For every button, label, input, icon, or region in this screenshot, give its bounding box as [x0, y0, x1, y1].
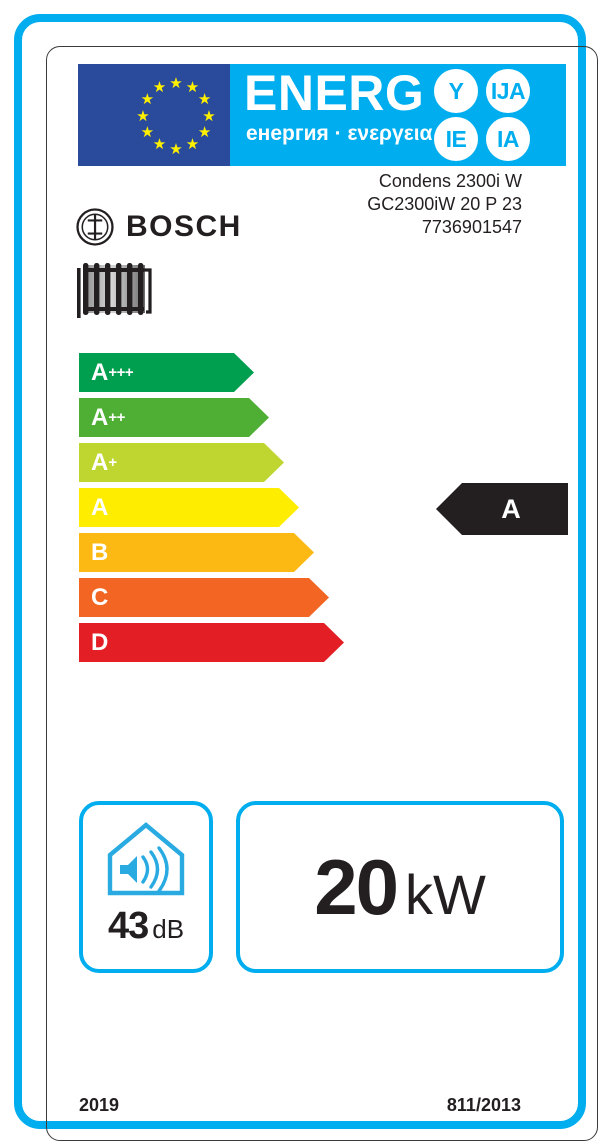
sound-power-unit: dB	[152, 914, 185, 944]
product-identification: Condens 2300i W GC2300iW 20 P 23 7736901…	[367, 170, 522, 239]
energy-class-row: A +	[79, 443, 369, 482]
eu-flag-star: ★	[185, 136, 200, 154]
eu-flag-star: ★	[136, 107, 150, 125]
heat-output-unit: kW	[404, 863, 486, 926]
eu-flag-star: ★	[152, 136, 167, 154]
eu-flag-star: ★	[185, 78, 200, 96]
brand-name: BOSCH	[126, 210, 242, 243]
energy-class-row: A +++	[79, 353, 369, 392]
rated-class-letter: A	[501, 493, 521, 524]
energy-class-label: A +	[91, 448, 117, 476]
energy-class-arrow	[79, 488, 299, 527]
language-circle-y: Y	[434, 69, 478, 113]
energy-class-row: A	[79, 488, 369, 527]
sound-power-value-group: 43 dB	[83, 905, 209, 948]
energ-wordmark: ENERG	[244, 65, 425, 121]
language-circle-ia: IA	[486, 117, 530, 161]
energy-class-arrow	[79, 353, 254, 392]
eu-flag-star: ★	[169, 74, 183, 92]
european-union-flag-icon: ★ ★ ★ ★ ★ ★ ★ ★ ★ ★ ★ ★	[78, 64, 230, 166]
eu-flag-star: ★	[140, 124, 155, 141]
bosch-armature-icon	[76, 208, 114, 246]
heat-output-number: 20	[314, 843, 399, 931]
sound-power-number: 43	[107, 905, 149, 947]
product-article-number: 7736901547	[421, 217, 522, 237]
eu-flag-star: ★	[202, 107, 216, 125]
energ-subtitle: енергия · ενεργεια	[246, 122, 433, 145]
regulation-reference: 811/2013	[446, 1095, 521, 1115]
language-code-circles: Y IJA IE IA	[430, 69, 558, 161]
heat-output-value-group: 20 kW	[314, 848, 486, 926]
energy-class-arrow	[79, 443, 284, 482]
eu-flag-star: ★	[169, 140, 183, 158]
language-circle-ija: IJA	[486, 69, 530, 113]
energy-class-row: A ++	[79, 398, 369, 437]
rated-energy-class-marker: A	[436, 483, 568, 535]
eu-flag-star: ★	[152, 78, 167, 96]
eu-flag-star: ★	[197, 91, 212, 108]
label-header: ★ ★ ★ ★ ★ ★ ★ ★ ★ ★ ★ ★ ENERG енергия · ενεργεια Y …	[78, 64, 566, 166]
energy-class-row: B	[79, 533, 369, 572]
energy-class-arrow	[79, 623, 344, 662]
language-circle-ie: IE	[434, 117, 478, 161]
sound-power-level-box: 43 dB	[79, 801, 213, 973]
energy-class-arrow	[79, 533, 314, 572]
product-model-name: Condens 2300i W	[378, 171, 522, 191]
energy-class-label: A +++	[91, 358, 134, 386]
label-year: 2019	[79, 1095, 120, 1115]
heat-output-box: 20 kW	[236, 801, 564, 973]
energy-class-scale: A +++ A ++ A + A B C D	[79, 353, 369, 668]
space-heater-radiator-icon	[77, 263, 152, 318]
energy-class-label: D	[91, 628, 109, 656]
energy-class-arrow	[79, 398, 269, 437]
eu-flag-star: ★	[197, 124, 212, 141]
energ-banner: ENERG енергия · ενεργεια Y IJA IE IA	[230, 64, 566, 166]
product-model-code: GC2300iW 20 P 23	[367, 194, 522, 214]
eu-flag-star: ★	[140, 91, 155, 108]
energy-class-label: B	[91, 538, 109, 566]
energy-label-frame: ★ ★ ★ ★ ★ ★ ★ ★ ★ ★ ★ ★ ENERG енергия · ενεργεια Y …	[14, 14, 598, 1141]
energy-class-row: D	[79, 623, 369, 662]
energy-class-label: C	[91, 583, 109, 611]
energy-class-arrow	[79, 578, 329, 617]
energy-class-label: A	[91, 493, 109, 521]
energy-class-row: C	[79, 578, 369, 617]
energy-class-label: A ++	[91, 403, 125, 431]
house-sound-level-icon	[107, 822, 185, 896]
brand-logo: BOSCH	[76, 206, 296, 250]
rating-arrow-shape	[436, 483, 568, 535]
